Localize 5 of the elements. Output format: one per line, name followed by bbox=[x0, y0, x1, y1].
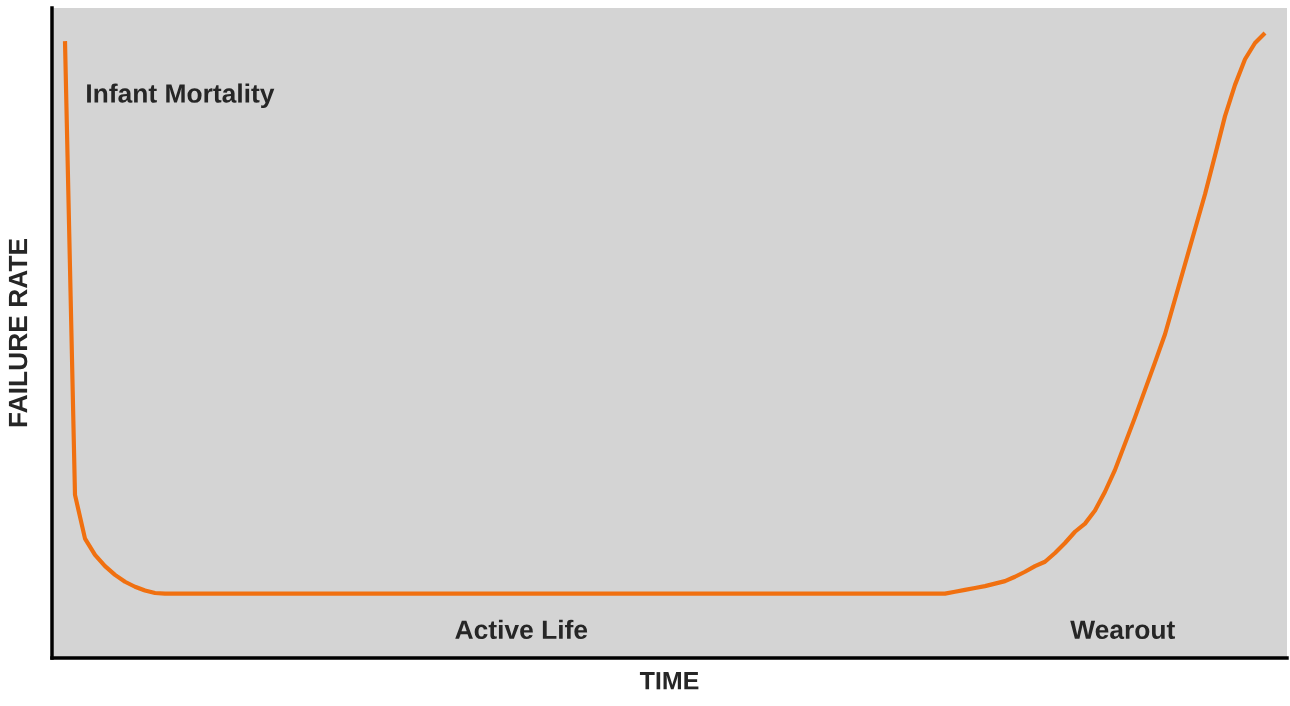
x-axis-title: TIME bbox=[639, 672, 699, 690]
y-axis-title: FAILURE RATE bbox=[8, 238, 28, 427]
annotation: Active Life bbox=[455, 619, 588, 640]
annotation: Infant Mortality bbox=[87, 83, 275, 109]
annotation: Wearout bbox=[1070, 620, 1175, 640]
